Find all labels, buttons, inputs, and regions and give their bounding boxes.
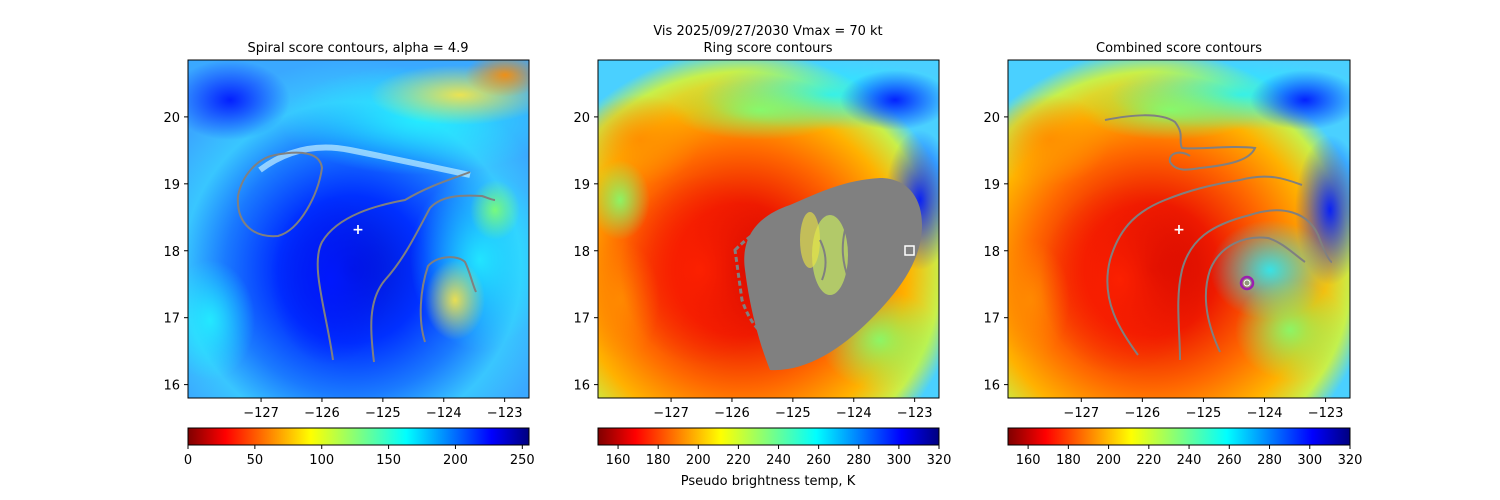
x-tick-label: −126 (1124, 406, 1160, 421)
ring-marker-square (904, 245, 915, 256)
x-tick-label: −127 (653, 406, 689, 421)
best-center-marker-inner (1243, 279, 1251, 287)
x-tick-label: −123 (897, 406, 933, 421)
colorbar-tick-label: 180 (646, 453, 671, 468)
panel-title-spiral: Spiral score contours, alpha = 4.9 (247, 41, 468, 56)
colorbar-tick-label: 200 (443, 453, 468, 468)
spiral-contour-1 (236, 151, 324, 238)
colorbar-tick-label: 100 (309, 453, 334, 468)
axes-ticks-spiral: −127 −126 −125 −124 −123 16 17 18 19 20 (163, 111, 522, 421)
combined-contour-1 (1106, 175, 1303, 356)
spiral-contours (236, 151, 496, 363)
y-tick-label: 19 (163, 178, 180, 193)
colorbar-tick-label: 320 (1338, 453, 1363, 468)
ring-score-region (733, 178, 922, 371)
y-tick-label: 19 (983, 178, 1000, 193)
colorbar-tick-label: 320 (927, 453, 952, 468)
x-tick-label: −126 (714, 406, 750, 421)
colorbar-tick-label: 220 (726, 453, 751, 468)
axes-frame-ring (597, 59, 940, 399)
colorbar-tick-label: 200 (686, 453, 711, 468)
colorbar-tick-label: 240 (766, 453, 791, 468)
x-tick-label: −125 (365, 406, 401, 421)
colorbar-spiral: 0 50 100 150 200 250 (184, 427, 535, 468)
center-marker-spiral: + (352, 222, 364, 238)
heatmap-spiral (188, 60, 529, 398)
colorbar-tick-label: 250 (510, 453, 535, 468)
colorbar-tick-label: 50 (247, 453, 264, 468)
combined-contour-3 (1204, 236, 1306, 353)
y-tick-label: 20 (983, 111, 1000, 126)
axes-frame-spiral (187, 59, 530, 399)
x-tick-label: −125 (775, 406, 811, 421)
colorbar-ticks-combined: 160 180 200 220 240 260 280 300 320 (1016, 445, 1363, 468)
x-tick-label: −124 (426, 406, 462, 421)
y-tick-label: 20 (573, 111, 590, 126)
colorbar-tick-label: 260 (1217, 453, 1242, 468)
x-tick-label: −124 (1247, 406, 1283, 421)
x-tick-label: −125 (1186, 406, 1222, 421)
colorbar-ticks-spiral: 0 50 100 150 200 250 (184, 445, 535, 468)
axes-ticks-combined: −127 −126 −125 −124 −123 16 17 18 19 20 (983, 111, 1343, 421)
best-center-marker (1239, 275, 1255, 291)
colorbar-tick-label: 220 (1136, 453, 1161, 468)
x-tick-label: −126 (304, 406, 340, 421)
y-tick-label: 18 (573, 245, 590, 260)
colorbar-tick-label: 240 (1177, 453, 1202, 468)
colorbar-tick-label: 300 (886, 453, 911, 468)
colorbar-combined: 160 180 200 220 240 260 280 300 320 (1007, 427, 1363, 468)
y-tick-label: 16 (983, 379, 1000, 394)
x-tick-label: −127 (243, 406, 279, 421)
colorbar-tick-label: 280 (1257, 453, 1282, 468)
colorbar-tick-label: 180 (1056, 453, 1081, 468)
colorbar-tick-label: 260 (806, 453, 831, 468)
figure-suptitle: Vis 2025/09/27/2030 Vmax = 70 kt (653, 24, 882, 39)
x-tick-label: −123 (1308, 406, 1344, 421)
colorbar-label: Pseudo brightness temp, K (681, 474, 856, 489)
y-tick-label: 19 (573, 178, 590, 193)
panel-title-combined: Combined score contours (1096, 41, 1262, 56)
spiral-contour-3 (370, 194, 496, 363)
colorbar-tick-label: 0 (184, 453, 192, 468)
colorbar-ticks-ring: 160 180 200 220 240 260 280 300 320 (606, 445, 952, 468)
spiral-contour-2 (316, 171, 471, 361)
center-marker-combined: + (1173, 222, 1185, 238)
y-tick-label: 17 (163, 312, 180, 327)
y-tick-label: 18 (163, 245, 180, 260)
colorbar-tick-label: 160 (606, 453, 631, 468)
axes-ticks-ring: −127 −126 −125 −124 −123 16 17 18 19 20 (573, 111, 932, 421)
y-tick-label: 20 (163, 111, 180, 126)
x-tick-label: −124 (836, 406, 872, 421)
panel-combined: + −127 −126 −125 −124 −123 16 17 18 19 20 (983, 59, 1351, 421)
y-tick-label: 17 (573, 312, 590, 327)
combined-contour-4 (1104, 114, 1257, 171)
y-tick-label: 16 (573, 379, 590, 394)
axes-frame-combined (1007, 59, 1351, 399)
colorbar-tick-label: 200 (1096, 453, 1121, 468)
colorbar-ring: 160 180 200 220 240 260 280 300 320 (597, 427, 952, 468)
colorbar-tick-label: 280 (846, 453, 871, 468)
spiral-contour-4 (419, 256, 477, 343)
panel-title-ring: Ring score contours (703, 41, 832, 56)
combined-contours (1104, 114, 1333, 361)
x-tick-label: −127 (1063, 406, 1099, 421)
colorbar-tick-label: 160 (1016, 453, 1041, 468)
colorbar-tick-label: 150 (376, 453, 401, 468)
y-tick-label: 18 (983, 245, 1000, 260)
panel-ring: −127 −126 −125 −124 −123 16 17 18 19 20 (573, 59, 940, 421)
x-tick-label: −123 (487, 406, 523, 421)
y-tick-label: 17 (983, 312, 1000, 327)
combined-contour-2 (1177, 209, 1333, 361)
colorbar-tick-label: 300 (1297, 453, 1322, 468)
y-tick-label: 16 (163, 379, 180, 394)
panel-spiral: + −127 −126 −125 −124 −123 16 17 18 19 20 (163, 59, 530, 421)
